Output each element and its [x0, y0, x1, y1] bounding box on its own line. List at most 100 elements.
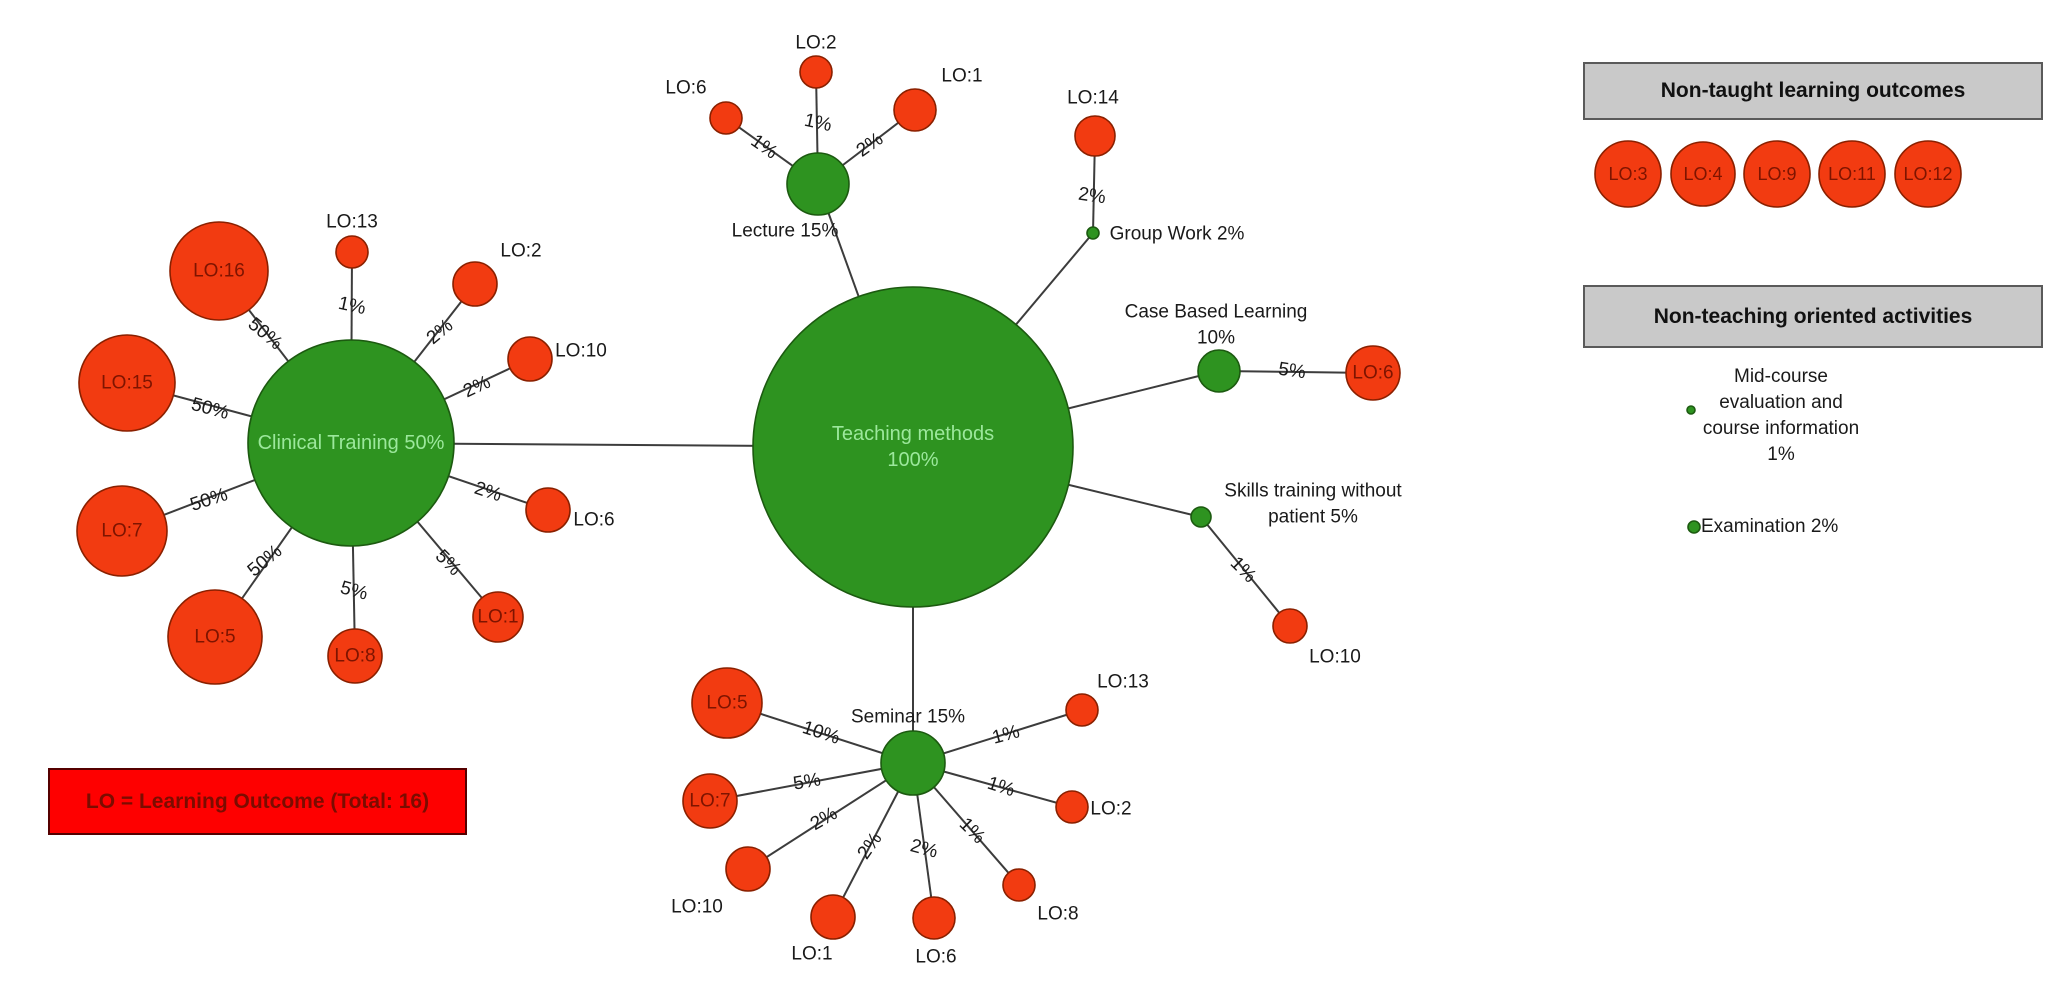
node-label-nt_lo9: LO:9 — [1757, 164, 1796, 184]
node-cl_lo7 — [76, 485, 168, 577]
node-sem_lo6 — [912, 896, 956, 940]
edge-label-clinical-cl_lo6: 2% — [472, 478, 505, 506]
node-sem_lo8 — [1002, 868, 1036, 902]
midcourse-activity-label: Mid-course evaluation and course informa… — [1688, 364, 1874, 468]
node-label-nt_lo11: LO:11 — [1828, 164, 1876, 184]
examination-activity-label: Examination 2% — [1701, 516, 1839, 537]
node-lecture — [786, 152, 850, 216]
node-label-skills: Skills training without — [1224, 481, 1402, 502]
node-teaching — [752, 286, 1074, 608]
node-label-nt_lo12: LO:12 — [1903, 164, 1952, 184]
edge-label-seminar-sem_lo13: 1% — [990, 721, 1022, 748]
midcourse-activity-line: course information — [1702, 418, 1860, 439]
node-sem_lo7 — [682, 773, 738, 829]
node-label-lec_lo1: LO:1 — [941, 66, 982, 87]
edge-label-seminar-sem_lo5: 10% — [800, 717, 843, 749]
node-groupwork — [1086, 226, 1100, 240]
edge-label-clinical-cl_lo16: 50% — [244, 314, 287, 355]
edge-label-seminar-sem_lo6: 2% — [908, 835, 940, 862]
edge-label-casebased-cb_lo6: 5% — [1277, 359, 1307, 384]
node-label-casebased: Case Based Learning — [1125, 302, 1308, 323]
node-label-sem_lo1: LO:1 — [791, 944, 832, 965]
node-label-cb_lo6: LO:6 — [1352, 363, 1393, 384]
node-cl_lo6 — [525, 487, 571, 533]
edge-label-groupwork-lo14: 2% — [1077, 184, 1107, 209]
edge-label-clinical-cl_lo1: 5% — [431, 546, 465, 580]
node-cl_lo15 — [78, 334, 176, 432]
node-casebased — [1197, 349, 1241, 393]
non-teaching-panel-title: Non-teaching oriented activities — [1583, 285, 2043, 348]
node-label-cl_lo1: LO:1 — [477, 607, 518, 628]
midcourse-activity-line: Mid-course — [1734, 366, 1828, 387]
node-skills — [1190, 506, 1212, 528]
node-label-sem_lo8: LO:8 — [1037, 904, 1078, 925]
edge-label-clinical-cl_lo7: 50% — [188, 484, 231, 516]
node-label-cl_lo7: LO:7 — [101, 521, 142, 542]
node-label-sk_lo10: LO:10 — [1309, 647, 1361, 668]
node-label-sem_lo10: LO:10 — [671, 897, 723, 918]
node-sem_lo10 — [725, 846, 771, 892]
node-label-casebased: 10% — [1197, 328, 1235, 349]
node-sem_lo13 — [1065, 693, 1099, 727]
node-label-groupwork: Group Work 2% — [1110, 224, 1245, 245]
node-sk_lo10 — [1272, 608, 1308, 644]
node-label-lecture: Lecture 15% — [732, 221, 839, 242]
node-cl_lo10 — [507, 336, 553, 382]
node-label-cl_lo2: LO:2 — [500, 241, 541, 262]
node-nt_lo9 — [1743, 140, 1811, 208]
node-label-lo14: LO:14 — [1067, 88, 1119, 109]
node-label-nt_lo3: LO:3 — [1608, 164, 1647, 184]
midcourse-activity-line: 1% — [1767, 444, 1795, 465]
node-label-cl_lo13: LO:13 — [326, 212, 378, 233]
node-act_mid — [1686, 405, 1696, 415]
node-label-skills: patient 5% — [1268, 507, 1358, 528]
node-lec_lo1 — [893, 88, 937, 132]
edge-label-lecture-lec_lo1: 2% — [853, 128, 888, 161]
edge-seminar-sem_lo7 — [709, 762, 914, 802]
edge-label-seminar-sem_lo2: 1% — [985, 773, 1018, 801]
node-cl_lo1 — [472, 591, 524, 643]
node-lec_lo6 — [709, 101, 743, 135]
node-label-sem_lo2: LO:2 — [1090, 799, 1131, 820]
node-nt_lo11 — [1818, 140, 1886, 208]
node-seminar — [880, 730, 946, 796]
node-sem_lo5 — [691, 667, 763, 739]
edge-label-seminar-sem_lo10: 2% — [807, 803, 841, 835]
edge-label-clinical-cl_lo15: 50% — [189, 394, 231, 424]
node-clinical — [247, 339, 455, 547]
node-label-sem_lo13: LO:13 — [1097, 672, 1149, 693]
node-label-sem_lo6: LO:6 — [915, 947, 956, 968]
edge-skills-sk_lo10 — [1200, 516, 1291, 627]
node-cl_lo2 — [452, 261, 498, 307]
node-label-seminar: Seminar 15% — [851, 707, 965, 728]
edge-label-lecture-lec_lo2: 1% — [802, 110, 833, 136]
node-cl_lo13 — [335, 235, 369, 269]
node-sem_lo1 — [810, 894, 856, 940]
node-label-cl_lo6: LO:6 — [573, 510, 614, 531]
node-cl_lo8 — [327, 628, 383, 684]
lo-note-box: LO = Learning Outcome (Total: 16) — [48, 768, 467, 835]
edge-label-clinical-cl_lo8: 5% — [338, 577, 370, 604]
node-act_exam — [1687, 520, 1701, 534]
edge-label-seminar-sem_lo7: 5% — [792, 769, 823, 794]
midcourse-activity-line: evaluation and — [1719, 392, 1843, 413]
node-cb_lo6 — [1345, 345, 1401, 401]
node-label-sem_lo7: LO:7 — [689, 791, 730, 812]
node-sem_lo2 — [1055, 790, 1089, 824]
node-nt_lo3 — [1594, 140, 1662, 208]
lo-note-text: LO = Learning Outcome (Total: 16) — [85, 789, 430, 813]
edge-label-seminar-sem_lo8: 1% — [955, 814, 989, 848]
node-label-clinical: Clinical Training 50% — [258, 432, 445, 454]
non-teaching-panel-title-text: Non-teaching oriented activities — [1653, 305, 1973, 328]
edge-label-clinical-cl_lo10: 2% — [460, 372, 494, 403]
node-label-cl_lo15: LO:15 — [101, 373, 153, 394]
node-cl_lo5 — [167, 589, 263, 685]
node-label-cl_lo5: LO:5 — [194, 627, 235, 648]
node-nt_lo12 — [1894, 140, 1962, 208]
node-label-nt_lo4: LO:4 — [1683, 164, 1722, 184]
non-taught-panel-title-text: Non-taught learning outcomes — [1660, 79, 1966, 102]
node-cl_lo16 — [169, 221, 269, 321]
node-label-lec_lo2: LO:2 — [795, 33, 836, 54]
